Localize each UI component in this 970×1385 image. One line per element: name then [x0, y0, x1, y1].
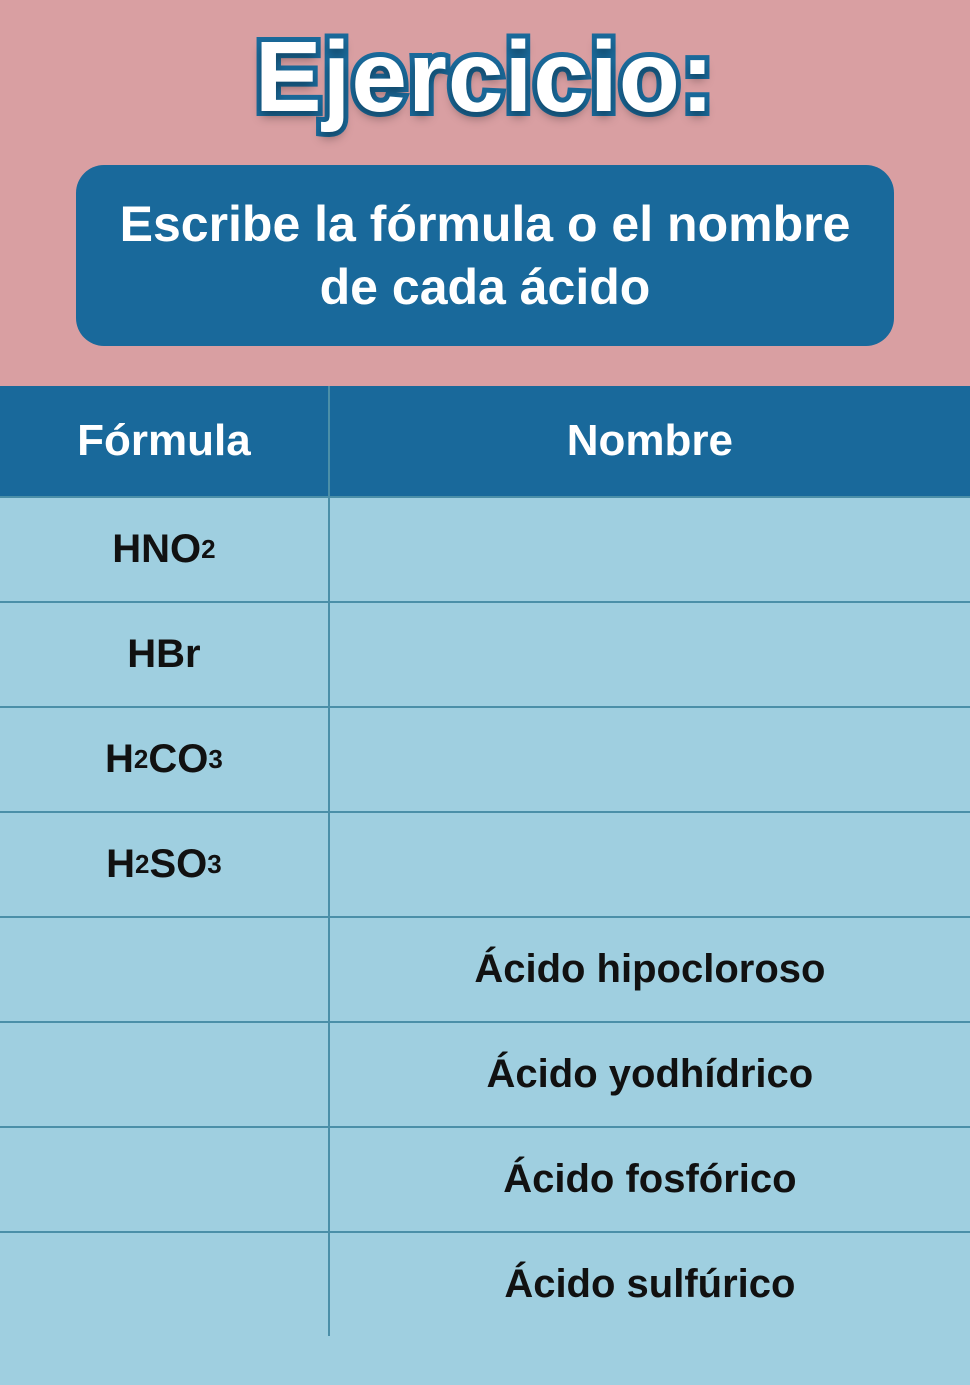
page-title: Ejercicio:	[40, 20, 930, 135]
cell-formula	[0, 1021, 330, 1126]
col-header-formula: Fórmula	[0, 386, 330, 496]
acids-table: Fórmula Nombre HNO2HBrH2CO3H2SO3Ácido hi…	[0, 386, 970, 1385]
exercise-slide: Ejercicio: Escribe la fórmula o el nombr…	[0, 0, 970, 1385]
table-row: Ácido sulfúrico	[0, 1231, 970, 1336]
table-body: HNO2HBrH2CO3H2SO3Ácido hipoclorosoÁcido …	[0, 496, 970, 1336]
table-row: H2CO3	[0, 706, 970, 811]
cell-name	[330, 496, 970, 601]
instructions-box: Escribe la fórmula o el nombre de cada á…	[76, 165, 895, 346]
cell-formula: HBr	[0, 601, 330, 706]
cell-formula	[0, 916, 330, 1021]
cell-formula: H2SO3	[0, 811, 330, 916]
cell-formula	[0, 1231, 330, 1336]
col-header-name: Nombre	[330, 386, 970, 496]
header-area: Ejercicio: Escribe la fórmula o el nombr…	[0, 0, 970, 386]
cell-formula: HNO2	[0, 496, 330, 601]
table-header-row: Fórmula Nombre	[0, 386, 970, 496]
table-row: HNO2	[0, 496, 970, 601]
cell-formula	[0, 1126, 330, 1231]
table-row: Ácido fosfórico	[0, 1126, 970, 1231]
cell-formula: H2CO3	[0, 706, 330, 811]
cell-name: Ácido hipocloroso	[330, 916, 970, 1021]
cell-name	[330, 811, 970, 916]
cell-name: Ácido sulfúrico	[330, 1231, 970, 1336]
table-row: Ácido hipocloroso	[0, 916, 970, 1021]
table-row: Ácido yodhídrico	[0, 1021, 970, 1126]
cell-name	[330, 601, 970, 706]
cell-name	[330, 706, 970, 811]
table-row: H2SO3	[0, 811, 970, 916]
table-row: HBr	[0, 601, 970, 706]
cell-name: Ácido yodhídrico	[330, 1021, 970, 1126]
cell-name: Ácido fosfórico	[330, 1126, 970, 1231]
